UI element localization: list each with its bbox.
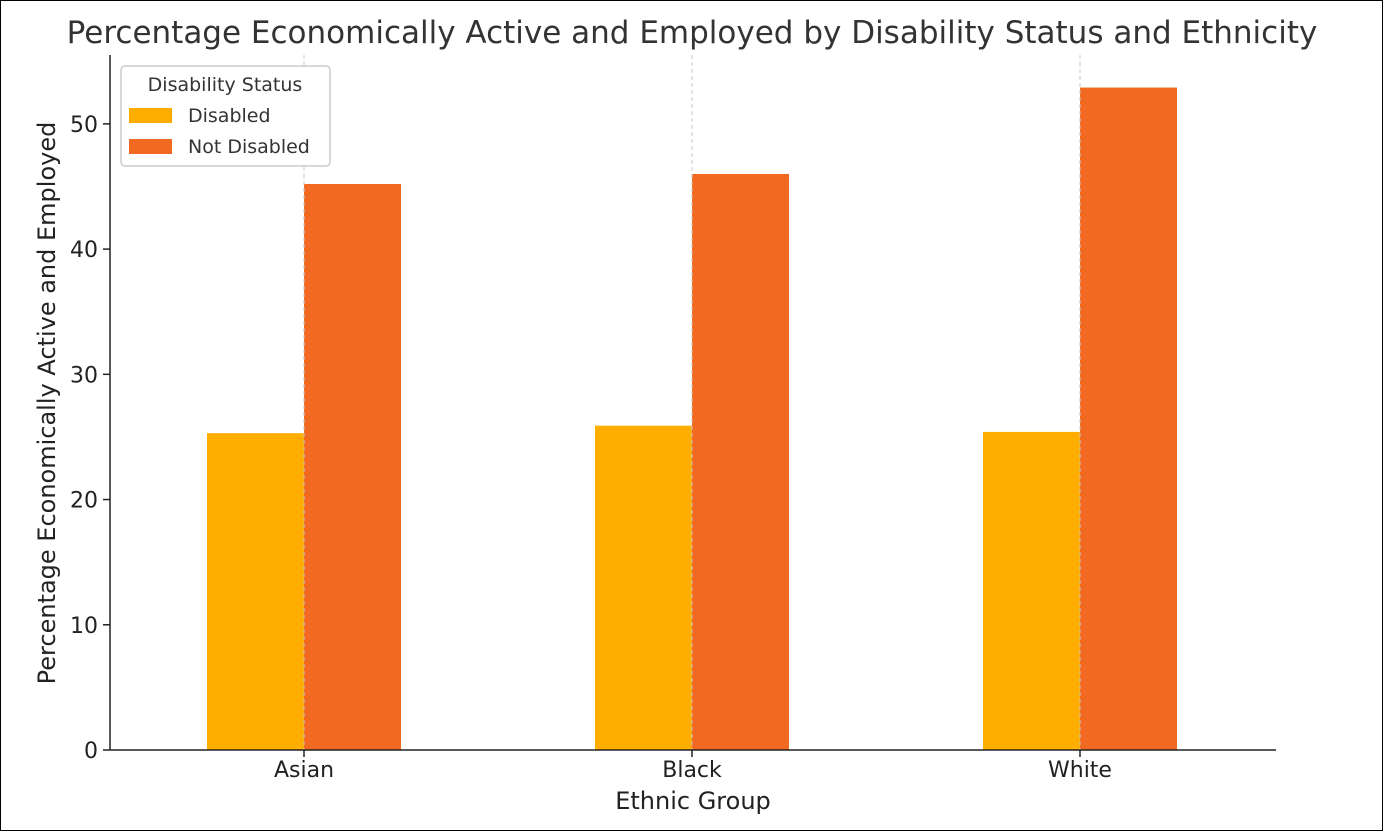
bar-not-disabled-asian <box>304 183 401 750</box>
bar-disabled-asian <box>207 433 304 750</box>
legend-label-not-disabled: Not Disabled <box>188 136 310 158</box>
bars <box>207 55 1177 751</box>
legend-title: Disability Status <box>148 74 303 96</box>
y-tick-label: 0 <box>84 739 98 764</box>
bar-disabled-white <box>983 431 1080 750</box>
y-tick-label: 50 <box>70 113 98 138</box>
bar-not-disabled-white <box>1080 87 1177 751</box>
y-ticks: 0 10 20 30 40 50 <box>70 113 110 764</box>
legend-box <box>120 65 331 167</box>
y-tick-label: 20 <box>70 489 98 514</box>
x-axis-label: Ethnic Group <box>615 787 771 815</box>
bar-not-disabled-black <box>692 173 789 750</box>
y-tick-label: 30 <box>70 363 98 388</box>
x-tick-label-white: White <box>1048 758 1112 783</box>
y-tick-label: 10 <box>70 614 98 639</box>
bar-disabled-black <box>595 425 692 750</box>
legend: Disability Status Disabled Not Disabled <box>120 65 331 167</box>
x-tick-label-black: Black <box>662 758 722 783</box>
legend-swatch-disabled <box>129 108 172 123</box>
legend-label-disabled: Disabled <box>188 105 271 127</box>
x-ticks: Asian Black White <box>274 750 1112 783</box>
x-tick-label-asian: Asian <box>274 758 334 783</box>
y-tick-label: 40 <box>70 238 98 263</box>
y-axis-label: Percentage Economically Active and Emplo… <box>33 122 61 685</box>
legend-swatch-not-disabled <box>129 139 172 154</box>
chart-title: Percentage Economically Active and Emplo… <box>67 15 1318 51</box>
